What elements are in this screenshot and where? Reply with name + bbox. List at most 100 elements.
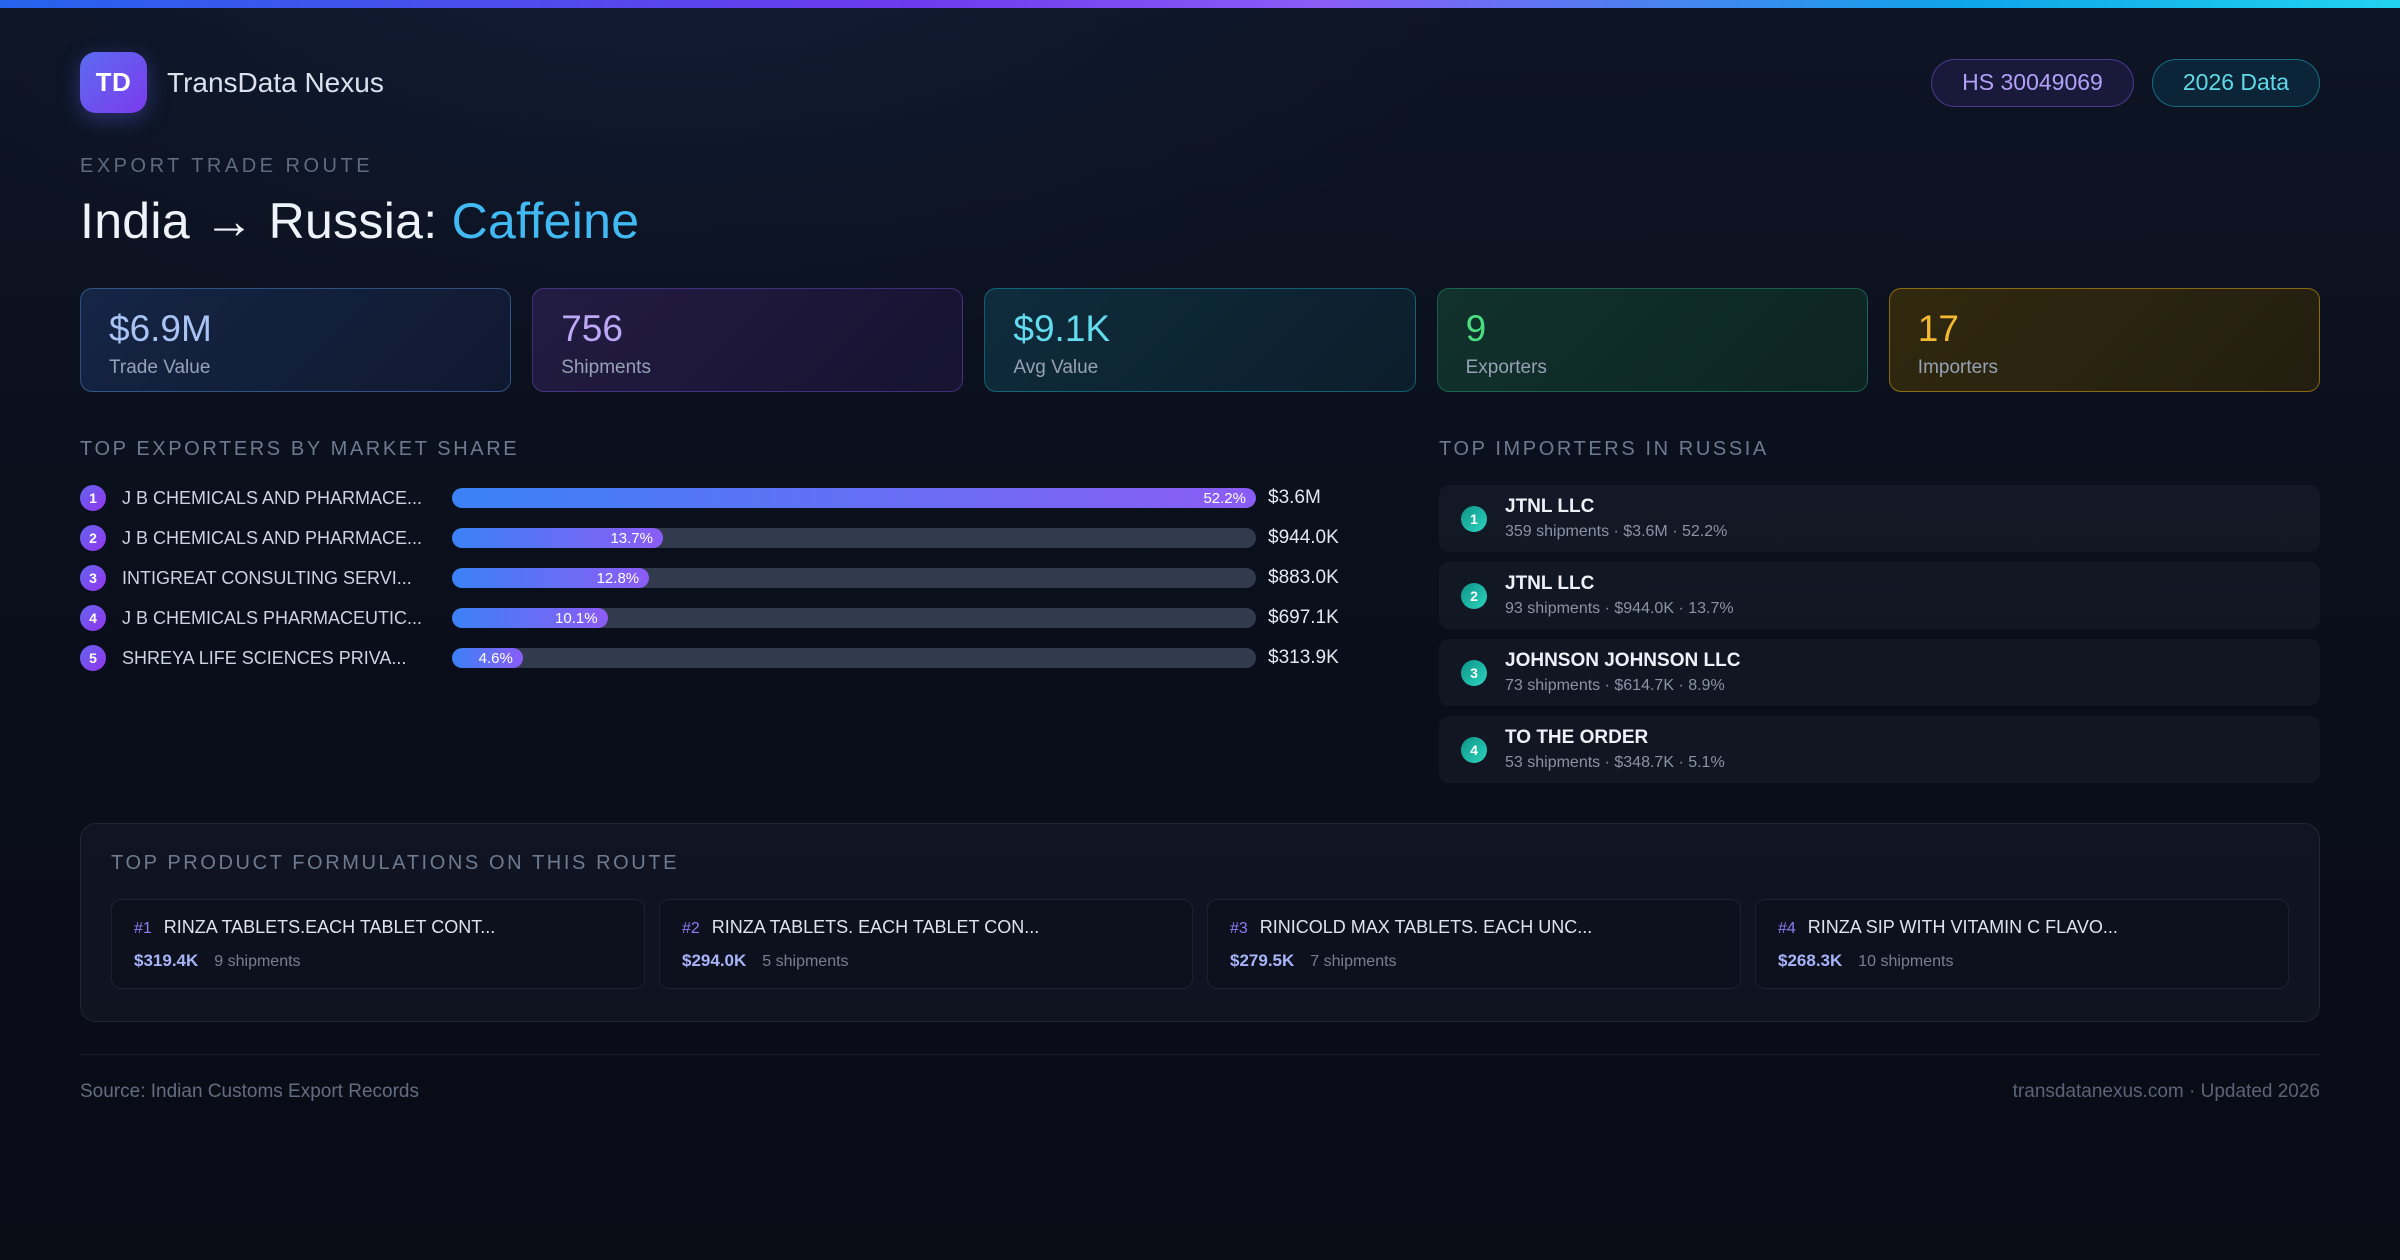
product-shipments: 7 shipments <box>1310 953 1397 970</box>
importer-row[interactable]: 4 TO THE ORDER 53 shipments · $348.7K · … <box>1439 716 2320 783</box>
app-logo-text: TD <box>95 67 132 97</box>
product-card[interactable]: #3 RINICOLD MAX TABLETS. EACH UNC... $27… <box>1207 899 1741 989</box>
stat-label: Exporters <box>1465 357 1547 378</box>
exporter-row[interactable]: 2 J B CHEMICALS AND PHARMACE... 13.7% $9… <box>80 525 1376 551</box>
app-logo[interactable]: TD <box>80 52 147 113</box>
importer-name: JTNL LLC <box>1505 573 1595 594</box>
stat-label: Trade Value <box>109 357 211 378</box>
product-value: $279.5K <box>1230 951 1295 970</box>
importer-text: JOHNSON JOHNSON LLC 73 shipments · $614.… <box>1505 650 1740 695</box>
stat-card-exporters: 9 Exporters <box>1436 288 1868 392</box>
market-share-bar-track: 52.2% <box>452 488 1256 508</box>
exporter-row[interactable]: 3 INTIGREAT CONSULTING SERVI... 12.8% $8… <box>80 565 1376 591</box>
stat-value: 17 <box>1917 308 1959 349</box>
stat-card-shipments: 756 Shipments <box>532 288 964 392</box>
importer-rank-badge: 1 <box>1461 505 1487 532</box>
stat-label: Importers <box>1917 357 1999 378</box>
exporter-value: $883.0K <box>1268 567 1339 588</box>
market-share-percent: 4.6% <box>478 649 513 667</box>
importer-text: TO THE ORDER 53 shipments · $348.7K · 5.… <box>1505 727 1725 772</box>
header: TD TransData Nexus HS 30049069 2026 Data <box>80 52 2320 113</box>
market-share-bar-track: 12.8% <box>452 568 1256 588</box>
exporter-row[interactable]: 5 SHREYA LIFE SCIENCES PRIVA... 4.6% $31… <box>80 645 1376 671</box>
product-meta-row: $319.4K 9 shipments <box>134 951 622 971</box>
exporter-name: INTIGREAT CONSULTING SERVI... <box>122 567 412 588</box>
importers-section: TOP IMPORTERS IN RUSSIA 1 JTNL LLC 359 s… <box>1439 438 2320 783</box>
product-rank: #4 <box>1778 920 1796 937</box>
importer-details: 359 shipments · $3.6M · 52.2% <box>1505 523 1728 540</box>
exporter-name: J B CHEMICALS PHARMACEUTIC... <box>122 607 423 628</box>
brand[interactable]: TD TransData Nexus <box>80 52 384 113</box>
product-rank: #2 <box>682 920 700 937</box>
importer-row[interactable]: 1 JTNL LLC 359 shipments · $3.6M · 52.2% <box>1439 485 2320 552</box>
footer: Source: Indian Customs Export Records tr… <box>80 1054 2320 1103</box>
page-title-main: India → Russia: <box>80 193 438 249</box>
app-name: TransData Nexus <box>167 66 384 98</box>
exporter-rank-badge: 2 <box>80 525 106 551</box>
product-meta-row: $268.3K 10 shipments <box>1778 951 2266 971</box>
importer-text: JTNL LLC 359 shipments · $3.6M · 52.2% <box>1505 496 1727 541</box>
accent-top-strip <box>0 0 2400 8</box>
product-title-row: #4 RINZA SIP WITH VITAMIN C FLAVO... <box>1778 917 2266 938</box>
main-columns: TOP EXPORTERS BY MARKET SHARE 1 J B CHEM… <box>80 438 2320 783</box>
exporter-rank-badge: 4 <box>80 605 106 631</box>
stat-card-avg-value: $9.1K Avg Value <box>984 288 1416 392</box>
product-shipments: 10 shipments <box>1858 953 1954 970</box>
stat-label: Shipments <box>561 357 651 378</box>
market-share-bar-fill: 52.2% <box>452 488 1256 508</box>
footer-site: transdatanexus.com · Updated 2026 <box>2012 1081 2320 1102</box>
products-heading: TOP PRODUCT FORMULATIONS ON THIS ROUTE <box>111 852 680 874</box>
market-share-bar-track: 4.6% <box>452 648 1256 668</box>
product-value: $294.0K <box>682 951 747 970</box>
market-share-bar-fill: 4.6% <box>452 648 523 668</box>
market-share-bar-track: 13.7% <box>452 528 1256 548</box>
data-year-badge[interactable]: 2026 Data <box>2151 58 2320 107</box>
product-card[interactable]: #4 RINZA SIP WITH VITAMIN C FLAVO... $26… <box>1755 899 2289 989</box>
exporter-rank-badge: 3 <box>80 565 106 591</box>
market-share-bar-fill: 13.7% <box>452 528 663 548</box>
importer-rank-badge: 2 <box>1461 582 1487 609</box>
product-rank: #1 <box>134 920 152 937</box>
importer-name: TO THE ORDER <box>1505 727 1649 748</box>
stat-label: Avg Value <box>1013 357 1099 378</box>
products-panel: TOP PRODUCT FORMULATIONS ON THIS ROUTE #… <box>80 823 2320 1022</box>
exporter-name: SHREYA LIFE SCIENCES PRIVA... <box>122 647 407 668</box>
product-title-row: #2 RINZA TABLETS. EACH TABLET CON... <box>682 917 1170 938</box>
product-rank: #3 <box>1230 920 1248 937</box>
exporters-heading: TOP EXPORTERS BY MARKET SHARE <box>80 438 520 460</box>
page-title-highlight: Caffeine <box>451 193 640 249</box>
page-container: TD TransData Nexus HS 30049069 2026 Data… <box>80 52 2320 1103</box>
route-eyebrow: EXPORT TRADE ROUTE <box>80 155 374 177</box>
market-share-bar-fill: 12.8% <box>452 568 650 588</box>
product-card[interactable]: #2 RINZA TABLETS. EACH TABLET CON... $29… <box>659 899 1193 989</box>
exporters-list: 1 J B CHEMICALS AND PHARMACE... 52.2% $3… <box>80 485 1376 671</box>
exporter-name: J B CHEMICALS AND PHARMACE... <box>122 527 423 548</box>
market-share-percent: 13.7% <box>610 529 653 547</box>
market-share-bar-track: 10.1% <box>452 608 1256 628</box>
header-badges: HS 30049069 2026 Data <box>1931 58 2320 107</box>
stat-value: 9 <box>1465 308 1487 349</box>
stat-value: $6.9M <box>109 308 212 349</box>
market-share-bar-fill: 10.1% <box>452 608 608 628</box>
stat-value: $9.1K <box>1013 308 1111 349</box>
importer-rank-badge: 4 <box>1461 736 1487 763</box>
importer-details: 93 shipments · $944.0K · 13.7% <box>1505 600 1734 617</box>
product-title-row: #3 RINICOLD MAX TABLETS. EACH UNC... <box>1230 917 1718 938</box>
footer-source: Source: Indian Customs Export Records <box>80 1081 419 1102</box>
product-name: RINZA SIP WITH VITAMIN C FLAVO... <box>1807 917 2118 937</box>
stat-value: 756 <box>561 308 623 349</box>
product-card[interactable]: #1 RINZA TABLETS.EACH TABLET CONT... $31… <box>111 899 645 989</box>
importer-row[interactable]: 2 JTNL LLC 93 shipments · $944.0K · 13.7… <box>1439 562 2320 629</box>
hs-code-badge[interactable]: HS 30049069 <box>1931 58 2134 107</box>
importer-row[interactable]: 3 JOHNSON JOHNSON LLC 73 shipments · $61… <box>1439 639 2320 706</box>
product-name: RINICOLD MAX TABLETS. EACH UNC... <box>1259 917 1593 937</box>
importers-list: 1 JTNL LLC 359 shipments · $3.6M · 52.2%… <box>1439 485 2320 783</box>
importer-name: JTNL LLC <box>1505 496 1595 517</box>
exporter-row[interactable]: 1 J B CHEMICALS AND PHARMACE... 52.2% $3… <box>80 485 1376 511</box>
product-name: RINZA TABLETS.EACH TABLET CONT... <box>163 917 496 937</box>
stats-row: $6.9M Trade Value 756 Shipments $9.1K Av… <box>80 288 2320 392</box>
exporter-row[interactable]: 4 J B CHEMICALS PHARMACEUTIC... 10.1% $6… <box>80 605 1376 631</box>
importer-name: JOHNSON JOHNSON LLC <box>1505 650 1741 671</box>
exporter-value: $313.9K <box>1268 647 1339 668</box>
product-meta-row: $294.0K 5 shipments <box>682 951 1170 971</box>
